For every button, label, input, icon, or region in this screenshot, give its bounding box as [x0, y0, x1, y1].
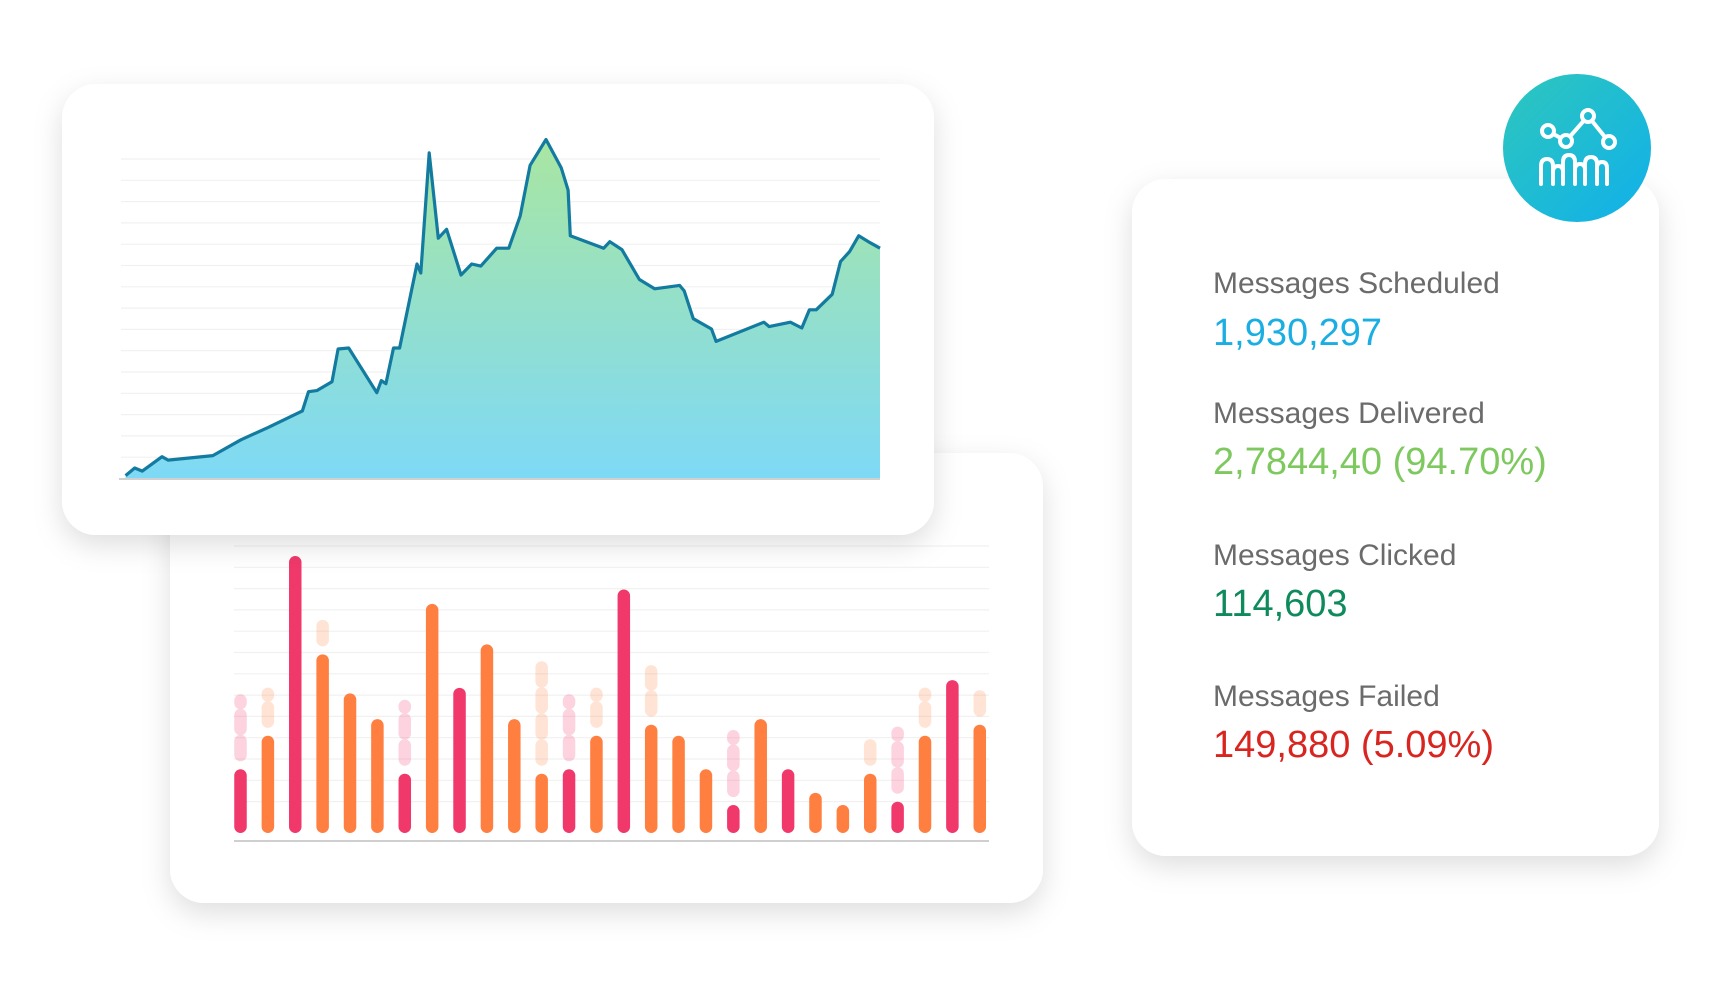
bar [946, 680, 959, 833]
bar [535, 773, 548, 833]
bar [234, 769, 247, 833]
analytics-icon [1503, 74, 1651, 222]
bar [918, 735, 932, 833]
bar-card-group [170, 453, 1043, 903]
stat-value: 114,603 [1213, 583, 1348, 625]
bar [316, 654, 329, 833]
bar [617, 589, 631, 833]
bar [508, 719, 521, 833]
stat-value: 2,7844,40 (94.70%) [1213, 441, 1547, 483]
icon-glyph [1539, 108, 1617, 186]
bar [343, 693, 357, 833]
area-fill [125, 139, 880, 478]
stat-label: Messages Failed [1213, 680, 1440, 713]
bar [699, 769, 713, 833]
bar [453, 687, 466, 833]
bar [727, 805, 740, 833]
bar [809, 792, 822, 833]
bar [289, 556, 302, 833]
bar [781, 769, 795, 833]
bar [863, 773, 877, 833]
bar [425, 603, 439, 833]
bar [480, 644, 494, 833]
bar [398, 773, 412, 833]
bar-card [170, 453, 1043, 903]
bar [973, 724, 987, 833]
bar [562, 769, 576, 833]
bar [891, 801, 904, 833]
stats-card [1132, 179, 1659, 856]
stat-label: Messages Clicked [1213, 539, 1456, 572]
bar [836, 805, 850, 833]
bar [672, 735, 685, 833]
bar [371, 719, 384, 833]
stat-label: Messages Scheduled [1213, 267, 1500, 300]
area-line [124, 137, 881, 477]
bar [261, 735, 275, 833]
area-card-group [62, 84, 934, 535]
bar [754, 719, 767, 833]
icon-circle [1503, 74, 1651, 222]
stat-label: Messages Delivered [1213, 397, 1485, 430]
bar [644, 724, 658, 833]
stats-card-group: Messages Scheduled 1,930,297 Messages Deli… [1132, 179, 1659, 856]
stat-value: 1,930,297 [1213, 312, 1382, 354]
bar [590, 735, 603, 833]
stat-value: 149,880 (5.09%) [1213, 724, 1494, 766]
